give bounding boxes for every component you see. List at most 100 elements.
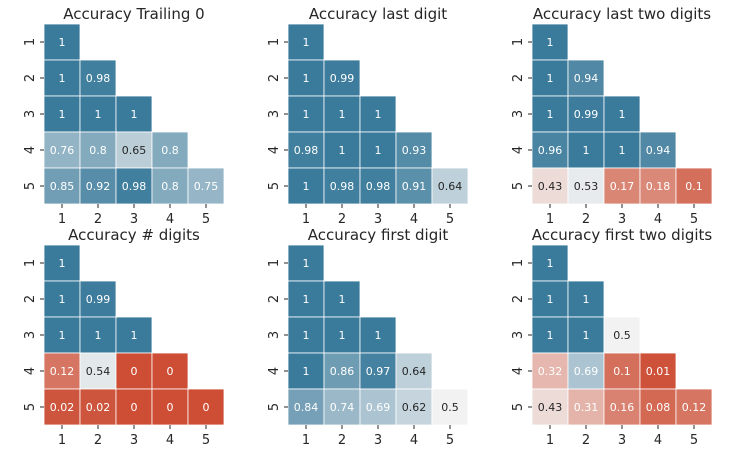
cell-value-label: 1: [303, 36, 310, 49]
cell-value-label: 0.94: [646, 144, 671, 157]
cell-value-label: 0.43: [538, 180, 563, 193]
y-tick-label: 5: [511, 182, 526, 190]
cell-value-label: 0.91: [402, 180, 427, 193]
heatmap-cell: [531, 316, 569, 354]
cell-value-label: 0.64: [438, 180, 463, 193]
cell-value-label: 1: [303, 108, 310, 121]
cell-value-label: 0.1: [685, 180, 703, 193]
cell-value-label: 1: [547, 72, 554, 85]
heatmap-cell: [639, 388, 677, 426]
cell-value-label: 1: [547, 329, 554, 342]
cell-value-label: 0.02: [86, 401, 111, 414]
cell-value-label: 0: [167, 365, 174, 378]
y-tick-label: 4: [23, 146, 38, 154]
y-tick-label: 3: [23, 331, 38, 339]
x-tick-label: 2: [94, 212, 102, 227]
cell-value-label: 1: [59, 72, 66, 85]
cell-value-label: 0.8: [89, 144, 107, 157]
cell-value-label: 1: [303, 365, 310, 378]
y-tick-label: 2: [267, 74, 282, 82]
heatmap-panel: Accuracy last two digits 1 1 0.94 1 0.99 1 0.96…: [511, 5, 713, 227]
y-tick-label: 1: [267, 259, 282, 267]
heatmap-cell: [359, 316, 397, 354]
cell-value-label: 0.8: [161, 180, 179, 193]
cell-value-label: 1: [59, 293, 66, 306]
x-tick-label: 5: [690, 433, 698, 448]
chart-title: Accuracy Trailing 0: [63, 5, 204, 23]
heatmap-cell: [151, 167, 189, 205]
heatmap-panel: Accuracy first digit 1 1 1 1 1 1 1 0.86 0.97 0.64 0…: [267, 226, 469, 448]
heatmap-cell: [115, 316, 153, 354]
cell-value-label: 0.31: [574, 401, 599, 414]
x-tick-label: 3: [618, 212, 626, 227]
heatmap-cell: [675, 388, 713, 426]
y-tick-label: 4: [267, 367, 282, 375]
cell-value-label: 0.98: [122, 180, 147, 193]
y-tick-label: 3: [23, 110, 38, 118]
heatmap-cell: [531, 23, 569, 61]
cell-value-label: 0.96: [538, 144, 563, 157]
heatmap-cell: [359, 167, 397, 205]
heatmap-cell: [151, 352, 189, 390]
cell-value-label: 0.5: [441, 401, 459, 414]
x-tick-label: 5: [446, 212, 454, 227]
heatmap-panel: Accuracy Trailing 0 1 1 0.98 1 1 1 0.76 0.8 0.65 0…: [23, 5, 225, 227]
x-tick-label: 1: [546, 433, 554, 448]
cell-value-label: 0.74: [330, 401, 355, 414]
cell-value-label: 1: [547, 293, 554, 306]
x-tick-label: 1: [546, 212, 554, 227]
cell-value-label: 1: [339, 108, 346, 121]
cell-value-label: 0.92: [86, 180, 111, 193]
y-tick-label: 2: [267, 295, 282, 303]
cell-value-label: 0.99: [330, 72, 355, 85]
heatmap-cell: [567, 388, 605, 426]
cell-value-label: 1: [95, 108, 102, 121]
cell-value-label: 1: [303, 257, 310, 270]
cell-value-label: 0.93: [402, 144, 427, 157]
y-tick-label: 5: [267, 403, 282, 411]
cell-value-label: 1: [375, 144, 382, 157]
heatmap-cell: [323, 95, 361, 133]
cell-value-label: 0: [167, 401, 174, 414]
cell-value-label: 1: [619, 108, 626, 121]
y-tick-label: 3: [511, 110, 526, 118]
y-tick-label: 3: [267, 331, 282, 339]
x-tick-label: 2: [338, 433, 346, 448]
x-tick-label: 5: [202, 433, 210, 448]
cell-value-label: 1: [303, 329, 310, 342]
heatmap-cell: [323, 352, 361, 390]
y-tick-label: 3: [511, 331, 526, 339]
cell-value-label: 0: [131, 365, 138, 378]
y-tick-label: 4: [511, 367, 526, 375]
cell-value-label: 0.8: [161, 144, 179, 157]
x-tick-label: 5: [446, 433, 454, 448]
heatmap-cell: [79, 167, 117, 205]
heatmap-cell: [43, 59, 81, 97]
heatmap-cell: [323, 316, 361, 354]
cell-value-label: 0.64: [402, 365, 427, 378]
cell-value-label: 0.76: [50, 144, 75, 157]
heatmap-cell: [431, 388, 469, 426]
heatmap-panel: Accuracy last digit 1 1 0.99 1 1 1 0.98 1 1 0.93 1 0…: [267, 5, 469, 227]
heatmap-cell: [567, 316, 605, 354]
cell-value-label: 1: [547, 36, 554, 49]
x-tick-label: 5: [202, 212, 210, 227]
cell-value-label: 1: [303, 293, 310, 306]
x-tick-label: 2: [582, 433, 590, 448]
y-tick-label: 2: [23, 295, 38, 303]
y-tick-label: 5: [23, 182, 38, 190]
cell-value-label: 0.94: [574, 72, 599, 85]
heatmap-cell: [567, 280, 605, 318]
y-tick-label: 1: [267, 38, 282, 46]
x-tick-label: 1: [58, 212, 66, 227]
heatmap-cell: [639, 352, 677, 390]
heatmap-cell: [603, 316, 641, 354]
heatmap-cell: [395, 167, 433, 205]
heatmap-cell: [639, 167, 677, 205]
cell-value-label: 0.97: [366, 365, 391, 378]
cell-value-label: 0.99: [574, 108, 599, 121]
y-tick-label: 1: [23, 259, 38, 267]
cell-value-label: 0.16: [610, 401, 635, 414]
chart-title: Accuracy last digit: [309, 5, 447, 23]
heatmap-cell: [567, 167, 605, 205]
